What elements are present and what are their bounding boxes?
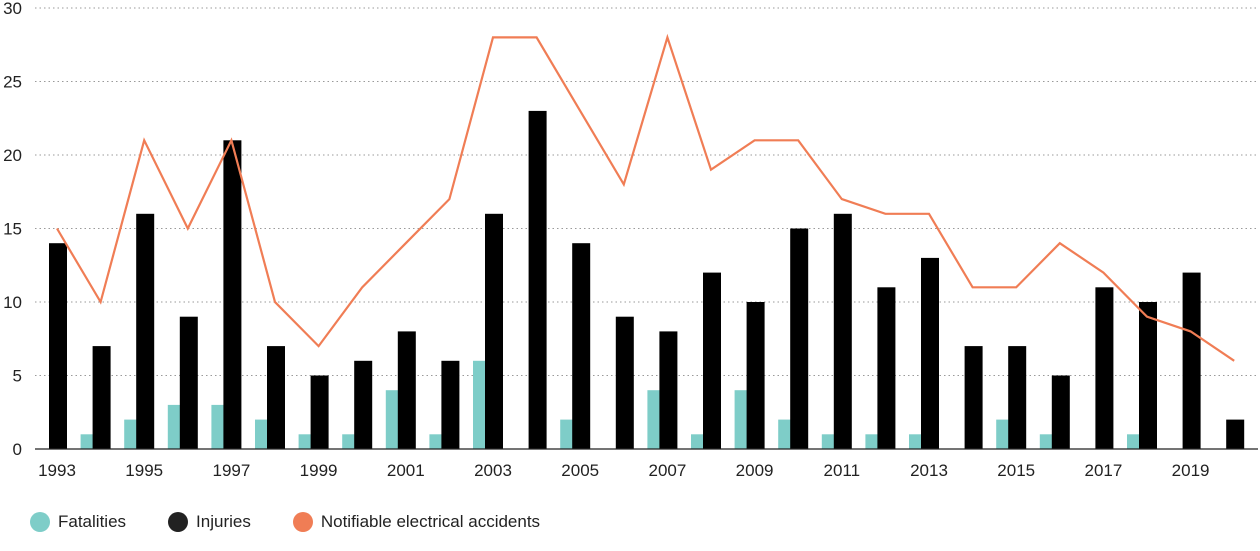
bar-injuries-2001 — [397, 331, 416, 449]
legend-swatch-accidents — [292, 512, 313, 532]
legend: Fatalities Injuries Notifiable electrica… — [30, 512, 540, 532]
legend-item-injuries: Injuries — [168, 512, 251, 532]
bar-injuries-2003 — [485, 213, 503, 449]
bar-injuries-2011 — [833, 213, 852, 449]
bar-injuries-2009 — [746, 302, 765, 449]
bar-injuries-1997 — [223, 140, 242, 450]
legend-label-fatalities: Fatalities — [58, 512, 127, 531]
bar-injuries-2004 — [528, 110, 547, 450]
x-tick-label: 2007 — [648, 461, 686, 480]
legend-item-fatalities: Fatalities — [30, 512, 126, 532]
bar-injuries-2000 — [354, 360, 373, 449]
legend-swatch-fatalities — [30, 512, 50, 532]
bar-injuries-1995 — [136, 213, 155, 449]
bar-injuries-2002 — [441, 360, 460, 449]
bars — [49, 110, 1245, 450]
bar-injuries-2010 — [790, 228, 809, 449]
y-tick-label: 5 — [13, 367, 22, 386]
legend-swatch-injuries — [168, 512, 189, 532]
x-tick-label: 2017 — [1084, 461, 1122, 480]
y-axis-ticks: 0 5 10 15 20 25 30 — [3, 0, 22, 459]
x-tick-label: 2005 — [561, 461, 599, 480]
bar-injuries-1999 — [310, 375, 329, 449]
x-tick-label: 1999 — [300, 461, 338, 480]
bar-injuries-2008 — [703, 272, 721, 449]
y-tick-label: 15 — [3, 220, 22, 239]
chart: 0 5 10 15 20 25 30 1993 1995 1997 1999 2001 2003 200… — [3, 0, 1258, 480]
x-tick-label: 1997 — [212, 461, 250, 480]
x-tick-label: 1993 — [38, 461, 76, 480]
bar-injuries-2007 — [659, 331, 678, 449]
bar-injuries-2013 — [921, 257, 939, 449]
legend-label-accidents: Notifiable electrical accidents — [320, 512, 541, 531]
x-tick-label: 2015 — [997, 461, 1035, 480]
accidents-line-layer — [56, 33, 1235, 362]
y-tick-label: 20 — [3, 146, 22, 165]
x-tick-label: 2013 — [910, 461, 948, 480]
bar-injuries-1998 — [267, 346, 285, 449]
bar-injuries-1993 — [49, 243, 67, 449]
bar-injuries-2019 — [1182, 272, 1201, 449]
gridlines — [35, 7, 1258, 376]
bar-injuries-2017 — [1095, 287, 1114, 449]
x-tick-label: 2011 — [824, 461, 861, 480]
y-tick-label: 25 — [3, 73, 22, 92]
bar-injuries-2005 — [572, 243, 591, 449]
x-axis-ticks: 1993 1995 1997 1999 2001 2003 2005 2007 2009 2011… — [38, 461, 1209, 480]
x-tick-label: 2009 — [736, 461, 774, 480]
x-tick-label: 2003 — [474, 461, 512, 480]
x-tick-label: 1995 — [125, 461, 163, 480]
y-tick-label: 0 — [13, 440, 22, 459]
bar-injuries-2006 — [615, 316, 634, 449]
bar-injuries-2012 — [877, 287, 896, 449]
bar-injuries-2014 — [964, 346, 983, 449]
legend-item-accidents: Notifiable electrical accidents — [292, 512, 541, 532]
bar-injuries-1994 — [92, 346, 111, 449]
x-tick-label: 2019 — [1172, 461, 1210, 480]
bar-injuries-2020 — [1226, 419, 1245, 449]
bar-injuries-1996 — [179, 316, 198, 449]
bar-injuries-2018 — [1139, 302, 1157, 449]
bar-injuries-2015 — [1008, 346, 1027, 449]
x-tick-label: 2001 — [387, 461, 425, 480]
bar-injuries-2016 — [1051, 375, 1070, 449]
accidents-line — [56, 33, 1235, 362]
legend-label-injuries: Injuries — [196, 512, 251, 531]
y-tick-label: 10 — [3, 293, 22, 312]
y-tick-label: 30 — [3, 0, 22, 18]
